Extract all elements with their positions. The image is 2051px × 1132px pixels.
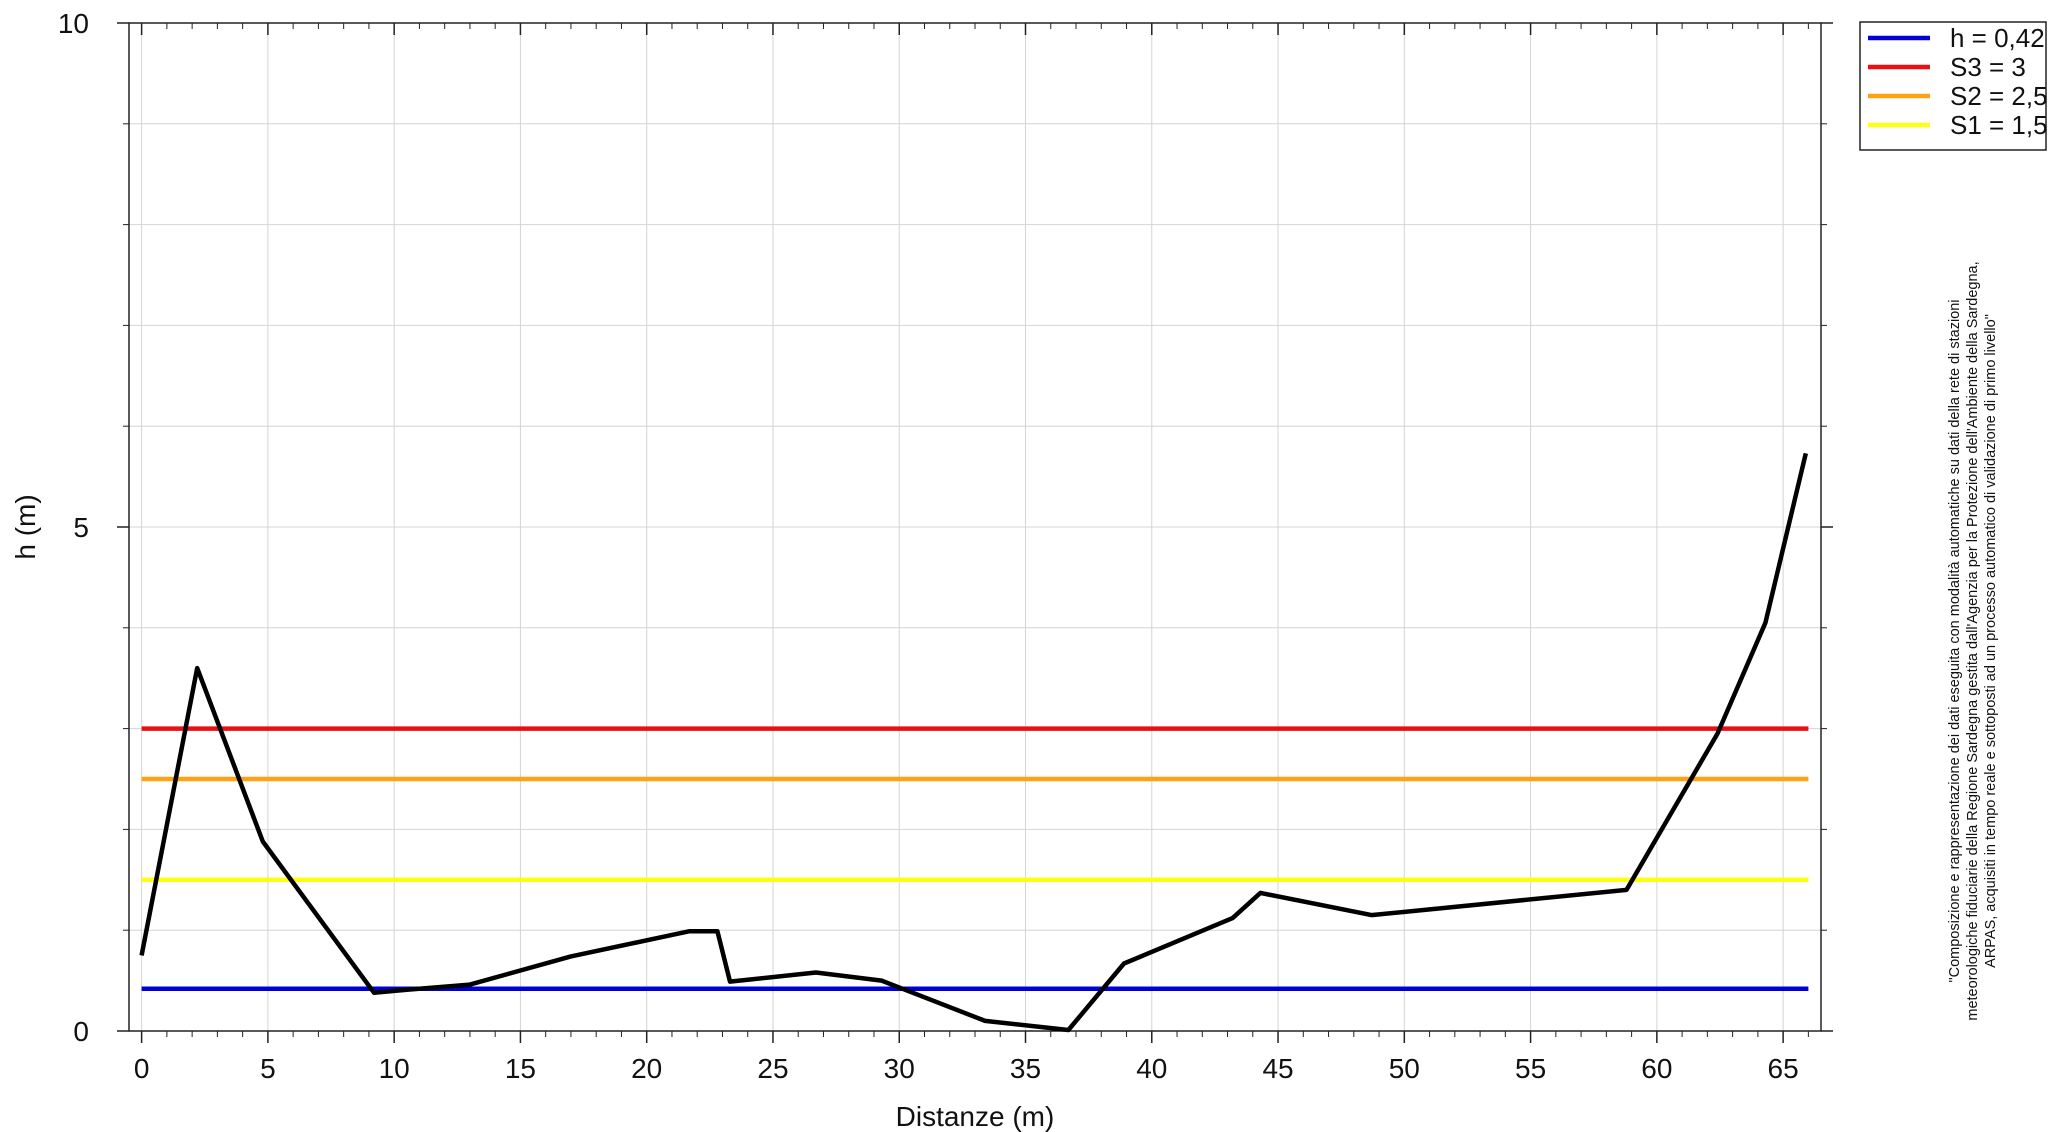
x-tick-label: 20 (631, 1053, 662, 1084)
terrain-profile-line (139, 452, 1808, 1033)
x-axis-title: Distanze (m) (896, 1101, 1055, 1132)
x-tick-label: 65 (1768, 1053, 1799, 1084)
attribution-note-line-3: ARPAS, acquisiti in tempo reale e sottop… (1983, 314, 1999, 968)
y-axis-tick-labels: 0 5 10 (58, 8, 89, 1047)
x-tick-label: 10 (379, 1053, 410, 1084)
x-tick-label: 25 (757, 1053, 788, 1084)
x-tick-label: 45 (1262, 1053, 1293, 1084)
legend-label-3: S2 = 2,5 (1950, 81, 2048, 111)
y-tick-label: 5 (73, 512, 89, 543)
axis-ticks (117, 22, 1833, 1043)
legend-label-1: h = 0,42 (1950, 23, 2045, 53)
x-tick-label: 50 (1389, 1053, 1420, 1084)
x-tick-label: 55 (1515, 1053, 1546, 1084)
x-tick-label: 15 (505, 1053, 536, 1084)
y-axis-title: h (m) (10, 494, 41, 559)
y-tick-label: 10 (58, 8, 89, 39)
x-tick-label: 60 (1641, 1053, 1672, 1084)
x-tick-label: 30 (884, 1053, 915, 1084)
attribution-note-line-1: "Composizione e rappresentazione dei dat… (1947, 299, 1963, 982)
x-axis-tick-labels: 0 5 10 15 20 25 30 35 40 45 50 55 60 65 (134, 1053, 1799, 1084)
x-tick-label: 35 (1010, 1053, 1041, 1084)
x-tick-label: 40 (1136, 1053, 1167, 1084)
y-tick-label: 0 (73, 1016, 89, 1047)
legend-label-4: S1 = 1,5 (1950, 110, 2048, 140)
series-lines (141, 726, 1809, 991)
legend-label-2: S3 = 3 (1950, 52, 2026, 82)
legend-box (1859, 21, 2047, 151)
attribution-note-line-2: meteorologiche fiduciarie della Regione … (1965, 261, 1981, 1020)
x-tick-label: 5 (260, 1053, 276, 1084)
attribution-note: "Composizione e rappresentazione dei dat… (1947, 261, 1999, 1020)
x-tick-label: 0 (134, 1053, 150, 1084)
